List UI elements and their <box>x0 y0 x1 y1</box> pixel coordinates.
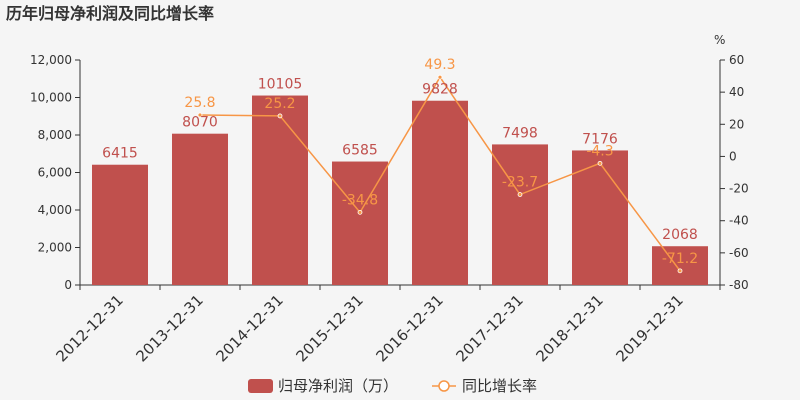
left-tick-label: 12,000 <box>30 53 72 67</box>
growth-line <box>197 74 683 274</box>
bar-value-label: 7176 <box>582 131 618 147</box>
growth-value-label: -34.8 <box>342 192 378 208</box>
left-tick-label: 4,000 <box>38 203 72 217</box>
legend-bar-swatch <box>248 379 273 393</box>
bar[interactable] <box>652 246 708 285</box>
right-tick-label: -20 <box>729 182 749 196</box>
right-tick-label: 20 <box>729 117 744 131</box>
x-tick-label: 2015-12-31 <box>292 291 366 365</box>
bars <box>92 95 708 285</box>
legend[interactable]: 归母净利润（万） 同比增长率 <box>248 377 537 395</box>
growth-point[interactable] <box>597 160 603 166</box>
bar[interactable] <box>92 164 148 285</box>
left-tick-label: 10,000 <box>30 91 72 105</box>
x-tick-label: 2019-12-31 <box>612 291 686 365</box>
bar-value-label: 6415 <box>102 146 138 162</box>
x-tick-label: 2017-12-31 <box>452 291 526 365</box>
bar-value-label: 8070 <box>182 115 218 131</box>
right-tick-label: -80 <box>729 278 749 292</box>
growth-value-label: -71.2 <box>662 251 698 267</box>
bar-value-label: 6585 <box>342 143 378 159</box>
x-tick-label: 2014-12-31 <box>212 291 286 365</box>
legend-bar-label: 归母净利润（万） <box>278 377 398 395</box>
left-tick-label: 0 <box>64 278 72 292</box>
growth-point[interactable] <box>517 192 523 197</box>
bar[interactable] <box>172 133 228 285</box>
bar-value-label: 9828 <box>422 82 458 98</box>
growth-point[interactable] <box>277 113 283 119</box>
left-tick-label: 8,000 <box>38 128 72 142</box>
right-tick-label: 40 <box>729 85 744 99</box>
right-tick-label: -40 <box>729 214 749 228</box>
data-labels: 6415 8070 10105 6585 9828 7498 7176 2068 25.8 25.… <box>102 57 698 267</box>
left-tick-label: 6,000 <box>38 166 72 180</box>
growth-value-label: -4.3 <box>586 143 613 159</box>
x-tick-label: 2012-12-31 <box>52 291 126 365</box>
bar-value-label: 2068 <box>662 227 698 243</box>
growth-value-label: 25.8 <box>184 95 215 111</box>
growth-point[interactable] <box>437 74 443 80</box>
bar-value-label: 7498 <box>502 125 538 141</box>
bar[interactable] <box>572 150 628 285</box>
bar[interactable] <box>252 95 308 285</box>
growth-point[interactable] <box>357 209 363 215</box>
bar[interactable] <box>412 100 468 285</box>
growth-point[interactable] <box>197 112 203 118</box>
right-tick-label: -60 <box>729 246 749 260</box>
right-tick-label: 0 <box>729 149 737 163</box>
right-axis-unit: % <box>714 33 725 47</box>
bar-value-label: 10105 <box>258 77 303 93</box>
x-tick-label: 2016-12-31 <box>372 291 446 365</box>
x-tick-label: 2013-12-31 <box>132 291 206 365</box>
x-tick-label: 2018-12-31 <box>532 291 606 365</box>
growth-point[interactable] <box>677 268 683 274</box>
legend-line-label: 同比增长率 <box>462 377 537 395</box>
legend-line-marker <box>438 380 450 392</box>
chart-title: 历年归母净利润及同比增长率 <box>6 4 214 23</box>
growth-value-label: 49.3 <box>424 57 455 73</box>
growth-value-label: 25.2 <box>264 96 295 112</box>
growth-value-label: -23.7 <box>502 175 538 191</box>
left-tick-label: 2,000 <box>38 241 72 255</box>
right-tick-label: 60 <box>729 53 744 67</box>
